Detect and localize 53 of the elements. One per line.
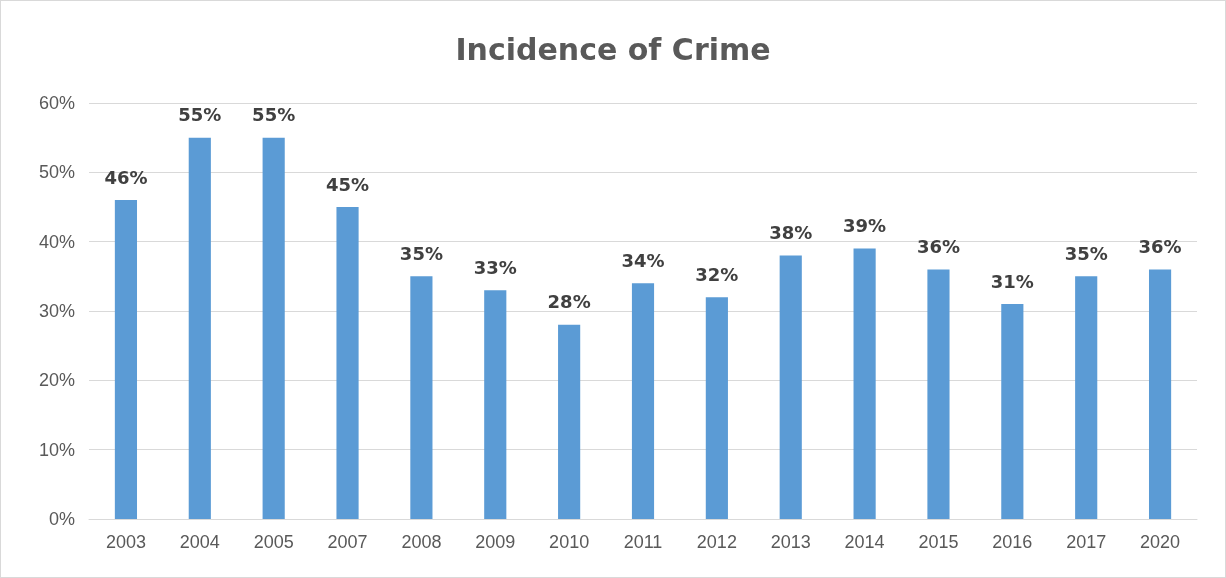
x-tick-label: 2017 (1066, 532, 1107, 552)
data-label: 45% (325, 173, 370, 195)
data-label: 35% (399, 242, 443, 264)
data-label: 36% (916, 235, 961, 257)
x-tick-label: 2016 (992, 532, 1033, 552)
bar (779, 255, 802, 519)
x-tick-label: 2008 (401, 532, 442, 552)
bar (1075, 276, 1098, 519)
x-tick-label: 2013 (770, 532, 811, 552)
x-tick-label: 2003 (105, 532, 146, 552)
bar (188, 137, 211, 519)
bar (558, 324, 581, 519)
data-label: 34% (621, 249, 665, 271)
data-label: 55% (178, 104, 222, 126)
x-tick-label: 2004 (179, 532, 220, 552)
bar (1001, 304, 1024, 519)
y-tick-label: 10% (38, 439, 75, 460)
bar (1148, 269, 1172, 519)
y-tick-label: 50% (38, 162, 75, 183)
bar (262, 137, 285, 519)
y-tick-label: 40% (38, 231, 75, 252)
data-label: 55% (252, 104, 296, 126)
x-tick-label: 2015 (918, 532, 959, 552)
data-label: 46% (104, 166, 148, 188)
data-label: 39% (843, 215, 887, 237)
x-tick-label: 2011 (623, 532, 663, 552)
x-tick-label: 2012 (696, 532, 737, 552)
y-tick-label: 30% (38, 301, 75, 321)
y-tick-label: 0% (48, 509, 75, 529)
data-label: 32% (695, 263, 739, 285)
x-tick-label: 2005 (253, 532, 294, 552)
data-label: 31% (990, 270, 1034, 292)
x-tick-label: 2010 (549, 532, 590, 552)
y-tick-label: 60% (38, 93, 75, 113)
bar (336, 207, 359, 519)
x-tick-label: 2009 (475, 532, 516, 552)
bar (705, 297, 728, 519)
x-tick-label: 2020 (1140, 532, 1181, 552)
bar (410, 276, 433, 519)
data-label: 38% (769, 222, 813, 244)
data-label: 36% (1138, 235, 1182, 257)
y-tick-label: 20% (38, 370, 75, 391)
x-tick-label: 2007 (327, 532, 368, 552)
chart-title: Incidence of Crime (455, 31, 771, 67)
bar (853, 248, 876, 519)
data-label: 35% (1064, 242, 1108, 264)
bar (631, 283, 655, 519)
bar (484, 290, 507, 519)
bar (114, 200, 138, 519)
x-tick-label: 2014 (844, 532, 885, 552)
bar (927, 269, 950, 519)
data-label: 33% (473, 256, 517, 278)
data-label: 28% (547, 291, 591, 313)
